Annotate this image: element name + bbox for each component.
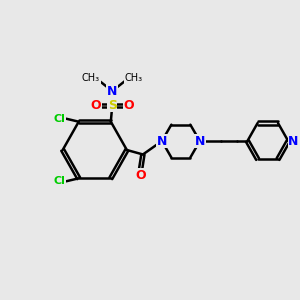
Text: N: N bbox=[288, 135, 299, 148]
Text: O: O bbox=[91, 99, 101, 112]
Text: O: O bbox=[135, 169, 146, 182]
Text: N: N bbox=[107, 85, 118, 98]
Text: N: N bbox=[195, 135, 205, 148]
Text: S: S bbox=[108, 99, 117, 112]
Text: CH₃: CH₃ bbox=[82, 73, 100, 83]
Text: O: O bbox=[123, 99, 134, 112]
Text: Cl: Cl bbox=[54, 114, 66, 124]
Text: Cl: Cl bbox=[54, 176, 66, 186]
Text: N: N bbox=[157, 135, 167, 148]
Text: CH₃: CH₃ bbox=[124, 73, 142, 83]
